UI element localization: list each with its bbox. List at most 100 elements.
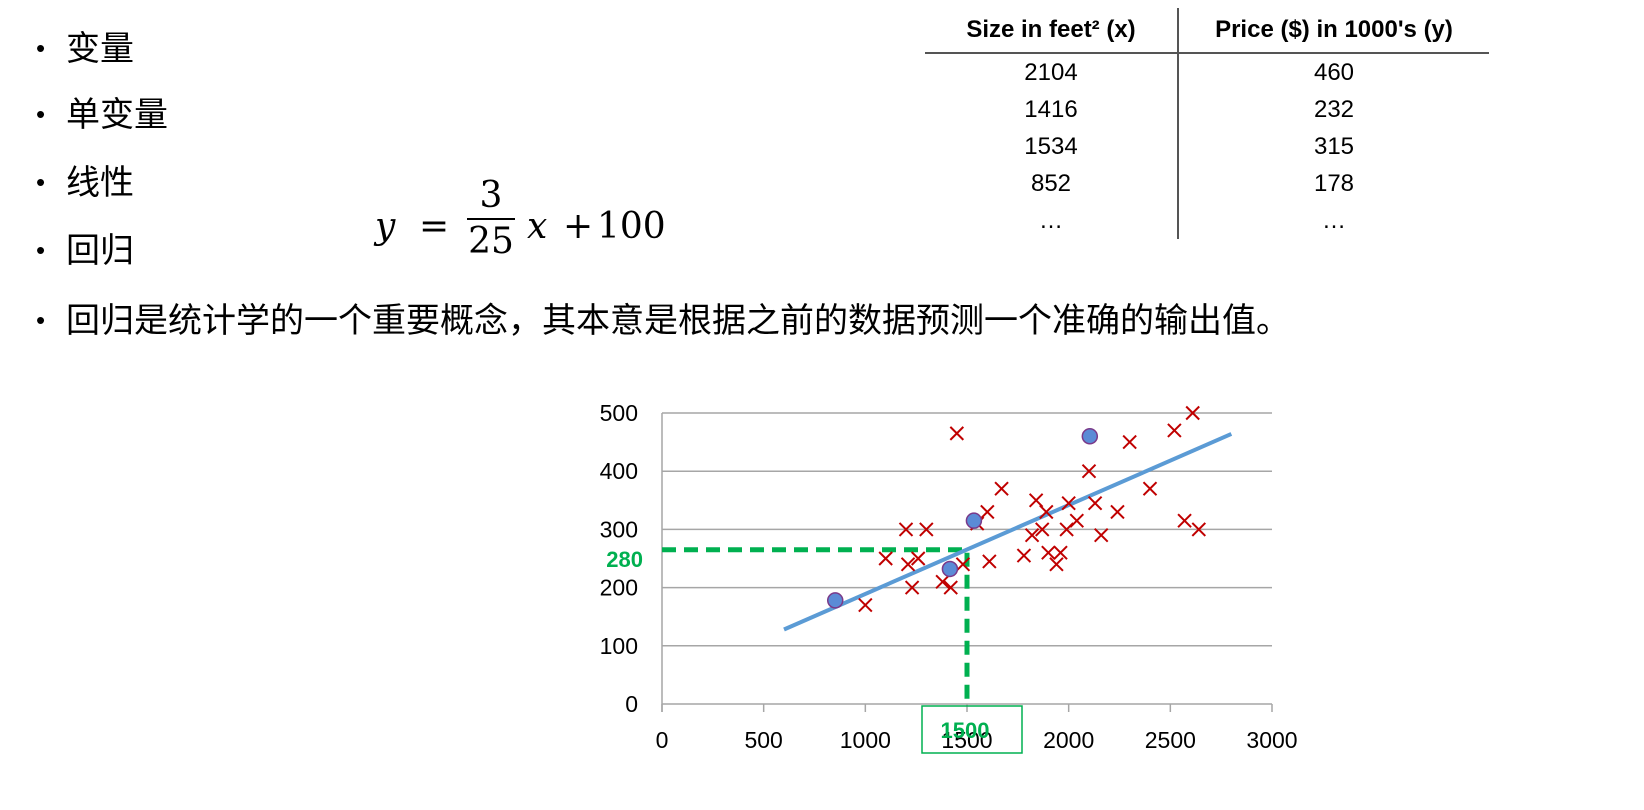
table-row: 1416 232 [925,91,1489,128]
data-point-x-marker [1059,522,1074,537]
table-header-price: Price ($) in 1000's (y) [1178,8,1489,54]
bullet-dot: • [36,99,46,129]
formula-lhs: y [375,206,396,247]
y-tick-label: 500 [600,400,638,426]
data-point-x-marker [1167,423,1182,438]
x-tick-label: 3000 [1246,727,1297,753]
table-cell: 1416 [925,91,1179,128]
y-tick-label: 200 [600,575,638,601]
data-point-circle-marker [965,512,983,529]
data-point-x-marker [898,522,914,537]
formula-denominator: 25 [468,221,514,262]
y-tick-label: 300 [600,516,638,542]
bullet-dot: • [36,33,46,63]
data-point-x-marker [858,597,873,613]
data-point-x-marker [904,580,920,595]
data-point-x-marker [1041,545,1056,560]
prediction-y-label: 280 [606,547,643,572]
fraction-bar [467,218,515,220]
bullet-text: 线性 [66,164,134,202]
y-tick-label: 400 [600,458,638,484]
data-point-x-marker [1185,405,1200,421]
x-tick-label: 2500 [1145,727,1196,753]
data-point-x-marker [994,481,1009,496]
data-point-x-marker [1039,504,1054,520]
prediction-guide [662,547,970,704]
bullet-dot: • [36,235,46,265]
data-point-x-marker [900,557,916,572]
table-cell: 460 [1313,58,1355,86]
x-tick-label: 0 [656,727,669,753]
data-point-x-marker [1142,481,1158,496]
data-point-x-marker [1093,528,1109,543]
y-tick-label: 0 [625,691,638,717]
table-cell: 315 [1313,132,1355,160]
bullet-text: 单变量 [66,96,168,134]
data-point-x-marker [910,551,926,566]
data-point-x-marker [935,574,950,589]
regression-line [783,432,1233,632]
formula-equals: = [419,206,450,247]
formula-constant: 100 [597,206,666,247]
x-tick-label: 500 [744,727,782,753]
prediction-x-label: 1500 [941,718,990,743]
data-point-x-marker [982,554,997,569]
bullet-text: 回归是统计学的一个重要概念，其本意是根据之前的数据预测一个准确的输出值。 [66,302,1290,340]
bullet-item: • 变量 [36,28,134,69]
training-data-table: Size in feet² (x) Price ($) in 1000's (y… [925,8,1489,239]
table-cell: … [925,202,1179,239]
table-cell: 1534 [925,128,1179,165]
data-point-x-marker [1049,557,1064,572]
formula-numerator: 3 [479,175,503,216]
bullet-dot: • [36,167,46,197]
bullet-text: 回归 [66,232,134,270]
bullet-item: • 单变量 [36,94,168,135]
data-point-x-marker [1035,522,1050,537]
formula-fraction: 3 25 [467,176,515,262]
table-header-size: Size in feet² (x) [925,8,1179,54]
data-point-x-marker [1122,434,1137,450]
data-point-x-marker [1016,548,1032,563]
x-tick-label: 2000 [1043,727,1094,753]
data-point-x-marker [1081,463,1097,479]
data-point-x-marker [943,580,958,595]
data-point-x-marker [919,522,934,537]
table-cell: 2104 [925,53,1179,91]
bullet-text: 变量 [66,30,134,68]
bullet-item: • 回归是统计学的一个重要概念，其本意是根据之前的数据预测一个准确的输出值。 [36,300,1290,341]
data-point-x-marker [949,426,965,441]
prediction-x-box [921,705,1023,754]
table-row: 2104 460 [925,53,1489,91]
data-point-x-marker [878,551,893,566]
table-row: … … [925,202,1489,239]
data-point-x-marker [1069,513,1085,528]
bullet-item: • 线性 [36,162,134,203]
table-cell: … [1322,206,1346,234]
table-cell: 852 [925,165,1179,202]
data-point-x-marker [1191,522,1207,537]
data-point-x-marker [1024,528,1040,543]
table-row: 1534 315 [925,128,1489,165]
table-cell: 178 [1313,169,1355,197]
data-point-x-marker [1053,545,1068,560]
data-point-x-marker [1028,493,1044,508]
table-header-row: Size in feet² (x) Price ($) in 1000's (y… [925,8,1489,54]
data-point-x-marker [980,504,995,520]
x-tick-label: 1500 [941,727,992,753]
bullet-item: • 回归 [36,230,134,271]
data-point-x-marker [1177,513,1192,528]
formula-plus: + [563,206,594,247]
bullet-dot: • [36,305,46,335]
table-row: 852 178 [925,165,1489,202]
data-point-circle-marker [826,592,844,609]
y-tick-label: 100 [600,633,638,659]
data-point-x-marker [955,557,971,572]
data-point-x-marker [1087,496,1103,511]
data-point-circle-marker [941,560,959,578]
data-point-x-marker [1061,496,1076,511]
formula-var: x [527,206,548,247]
x-tick-label: 1000 [840,727,891,753]
table-cell: 232 [1313,95,1355,123]
data-point-circle-marker [1081,428,1099,445]
